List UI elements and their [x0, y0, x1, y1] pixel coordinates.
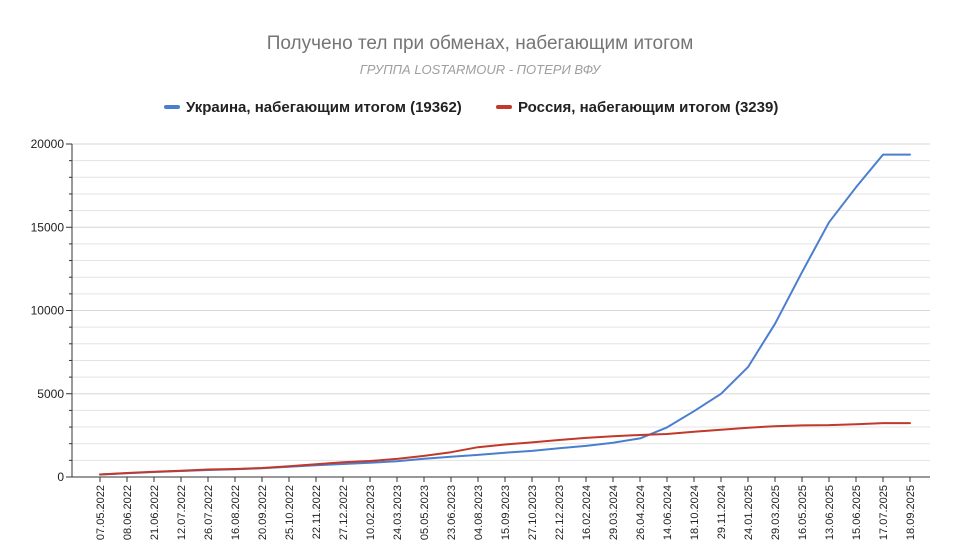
x-tick-label: 16.08.2022: [230, 485, 242, 540]
x-tick-label: 08.06.2022: [122, 485, 134, 540]
x-tick-label: 21.06.2022: [149, 485, 161, 540]
x-tick-label: 29.03.2025: [770, 485, 782, 540]
y-tick-label: 10000: [31, 304, 65, 318]
x-tick-label: 13.06.2025: [824, 485, 836, 540]
y-tick-label: 5000: [37, 387, 64, 401]
x-tick-label: 12.07.2022: [176, 485, 188, 540]
chart-subtitle: ГРУППА LOSTARMOUR - ПОТЕРИ ВФУ: [360, 62, 602, 77]
x-tick-label: 14.06.2024: [662, 485, 674, 540]
x-tick-label: 15.09.2023: [500, 485, 512, 540]
x-tick-label: 24.03.2023: [392, 485, 404, 540]
x-tick-label: 27.12.2022: [338, 485, 350, 540]
x-tick-label: 20.09.2022: [257, 485, 269, 540]
legend-item-russia[interactable]: Россия, набегающим итогом (3239): [496, 99, 778, 116]
x-tick-label: 22.12.2023: [554, 485, 566, 540]
x-axis: 07.05.2022 08.06.2022 21.06.2022 12.07.2022…: [72, 476, 930, 540]
gridlines: [72, 143, 930, 478]
x-tick-label: 05.05.2023: [419, 485, 431, 540]
y-tick-label: 20000: [31, 137, 65, 151]
x-tick-label: 04.08.2023: [473, 485, 485, 540]
x-tick-label: 18.10.2024: [689, 485, 701, 540]
series-lines: [99, 153, 911, 476]
x-tick-label: 26.07.2022: [203, 485, 215, 540]
x-tick-label: 26.04.2024: [635, 485, 647, 540]
x-tick-label: 27.10.2023: [527, 485, 539, 540]
series-line-russia: [99, 422, 911, 476]
x-tick-label: 17.07.2025: [878, 485, 890, 540]
chart-title: Получено тел при обменах, набегающим ито…: [267, 33, 694, 54]
x-tick-label: 16.05.2025: [797, 485, 809, 540]
y-axis: 0 5000 10000 15000 20000: [31, 137, 73, 484]
legend-item-ukraine[interactable]: Украина, набегающим итогом (19362): [164, 99, 462, 116]
legend-label-russia: Россия, набегающим итогом (3239): [518, 99, 778, 116]
x-tick-label: 22.11.2022: [311, 485, 323, 539]
x-tick-label: 07.05.2022: [95, 485, 107, 540]
y-tick-label: 0: [57, 470, 64, 484]
x-tick-label: 10.02.2023: [365, 485, 377, 540]
x-tick-label: 23.06.2023: [446, 485, 458, 540]
x-tick-label: 16.02.2024: [581, 485, 593, 540]
x-tick-label: 29.03.2024: [608, 485, 620, 540]
legend-label-ukraine: Украина, набегающим итогом (19362): [186, 99, 462, 116]
x-tick-label: 29.11.2024: [716, 485, 728, 539]
x-tick-label: 25.10.2022: [284, 485, 296, 540]
x-tick-label: 15.06.2025: [851, 485, 863, 540]
x-tick-label: 24.01.2025: [743, 485, 755, 540]
legend: Украина, набегающим итогом (19362) Росси…: [164, 99, 778, 116]
y-tick-label: 15000: [31, 220, 65, 234]
x-tick-label: 18.09.2025: [905, 485, 917, 540]
